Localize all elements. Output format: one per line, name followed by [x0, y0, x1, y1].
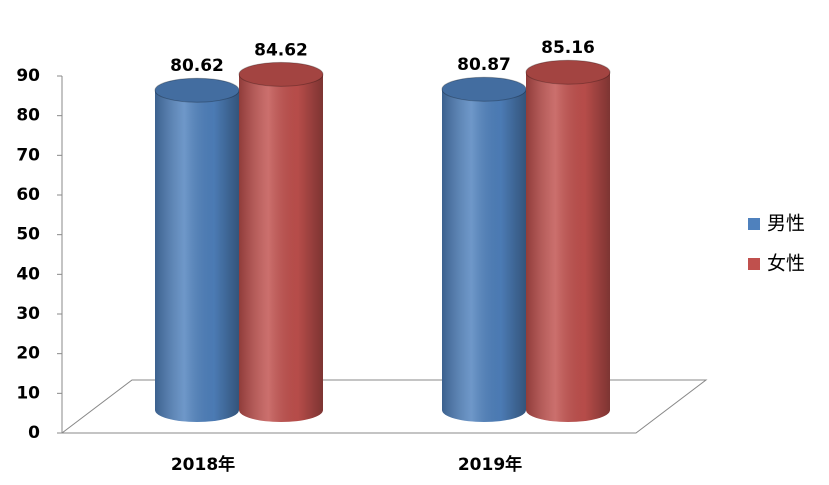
y-tick-label: 80 — [16, 106, 40, 126]
y-tick-label: 30 — [16, 304, 40, 324]
bar-top-shade — [239, 62, 323, 87]
bar-top — [238, 61, 324, 87]
y-tick-label: 50 — [16, 225, 40, 245]
y-tick-label: 90 — [16, 66, 40, 86]
y-tick-label: 10 — [16, 383, 40, 403]
legend-label: 女性 — [767, 253, 805, 275]
bar-shade — [442, 89, 526, 422]
x-tick-label: 2018年 — [171, 454, 235, 475]
y-tick-label: 70 — [16, 145, 40, 165]
bar-top-shade — [442, 77, 526, 102]
y-tick-label: 40 — [16, 264, 40, 284]
value-label: 80.62 — [170, 56, 224, 76]
y-tick-label: 60 — [16, 185, 40, 205]
x-tick-label: 2019年 — [458, 454, 522, 475]
bar-shade — [155, 90, 239, 422]
y-tick-label: 20 — [16, 344, 40, 364]
y-tick-label: 0 — [28, 423, 40, 443]
value-label: 85.16 — [541, 38, 595, 58]
bar-top-shade — [155, 78, 239, 103]
floor — [60, 379, 708, 434]
legend-label: 男性 — [767, 213, 805, 235]
bar-top — [525, 59, 611, 85]
legend-swatch — [748, 218, 760, 230]
bar-shade — [526, 72, 610, 422]
value-label: 84.62 — [254, 40, 308, 60]
value-label: 80.87 — [457, 55, 511, 75]
bar-top-shade — [526, 60, 610, 85]
legend-swatch — [748, 258, 760, 270]
bar-shade — [239, 74, 323, 422]
